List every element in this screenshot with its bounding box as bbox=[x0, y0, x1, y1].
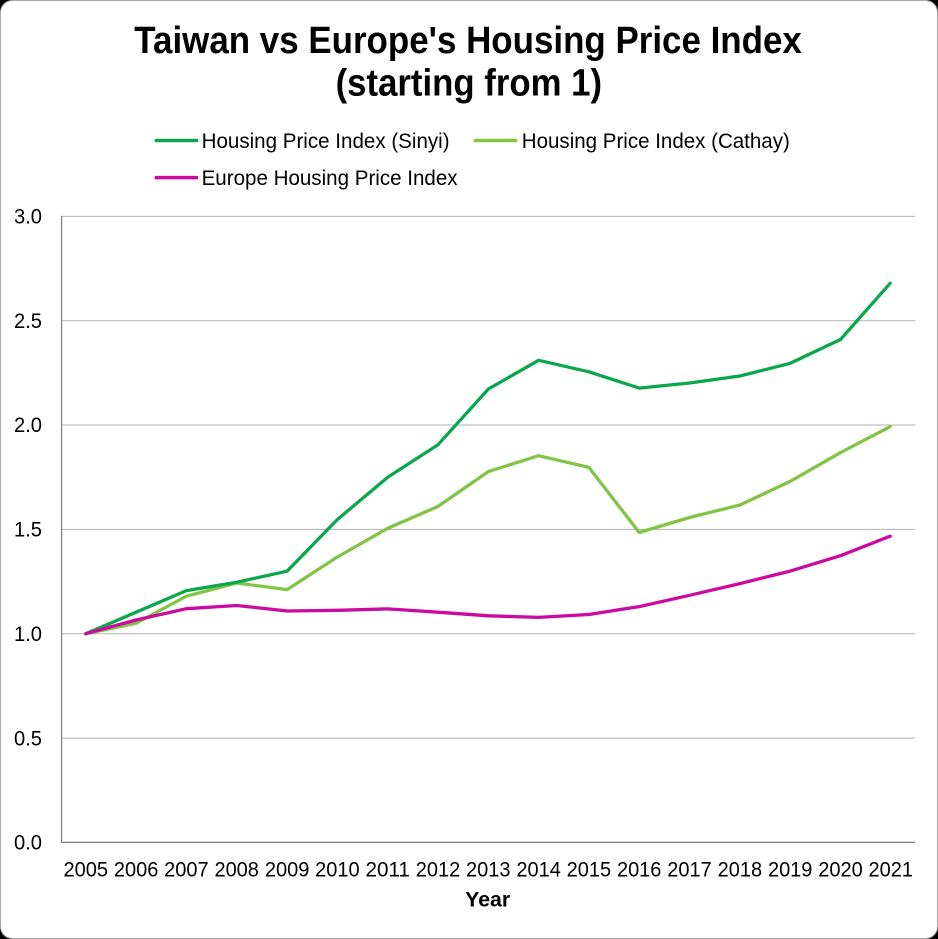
svg-text:2013: 2013 bbox=[466, 858, 511, 881]
svg-text:(starting from 1): (starting from 1) bbox=[336, 63, 602, 105]
svg-text:2007: 2007 bbox=[164, 858, 209, 881]
svg-text:2016: 2016 bbox=[617, 858, 662, 881]
svg-text:0.0: 0.0 bbox=[14, 832, 42, 855]
svg-text:2005: 2005 bbox=[64, 858, 109, 881]
svg-text:Housing Price Index (Sinyi): Housing Price Index (Sinyi) bbox=[202, 130, 450, 153]
svg-text:2019: 2019 bbox=[768, 858, 813, 881]
svg-text:1.5: 1.5 bbox=[14, 519, 42, 542]
svg-text:2015: 2015 bbox=[567, 858, 612, 881]
svg-text:2.0: 2.0 bbox=[14, 414, 42, 437]
svg-text:2021: 2021 bbox=[869, 858, 914, 881]
svg-text:2014: 2014 bbox=[516, 858, 561, 881]
svg-text:Europe Housing Price Index: Europe Housing Price Index bbox=[202, 167, 458, 190]
svg-text:2018: 2018 bbox=[718, 858, 763, 881]
svg-text:3.0: 3.0 bbox=[14, 206, 42, 229]
svg-text:0.5: 0.5 bbox=[14, 727, 42, 750]
svg-text:Year: Year bbox=[465, 889, 510, 912]
svg-text:2.5: 2.5 bbox=[14, 310, 42, 333]
svg-text:2017: 2017 bbox=[667, 858, 712, 881]
svg-text:2012: 2012 bbox=[416, 858, 461, 881]
svg-text:Housing Price Index (Cathay): Housing Price Index (Cathay) bbox=[522, 130, 790, 153]
svg-text:2008: 2008 bbox=[214, 858, 259, 881]
svg-text:1.0: 1.0 bbox=[14, 623, 42, 646]
svg-text:2020: 2020 bbox=[818, 858, 863, 881]
svg-text:2009: 2009 bbox=[265, 858, 310, 881]
svg-text:2006: 2006 bbox=[114, 858, 159, 881]
svg-text:Taiwan vs Europe's Housing Pri: Taiwan vs Europe's Housing Price Index bbox=[134, 20, 802, 62]
svg-text:2010: 2010 bbox=[315, 858, 360, 881]
svg-text:2011: 2011 bbox=[365, 858, 410, 881]
